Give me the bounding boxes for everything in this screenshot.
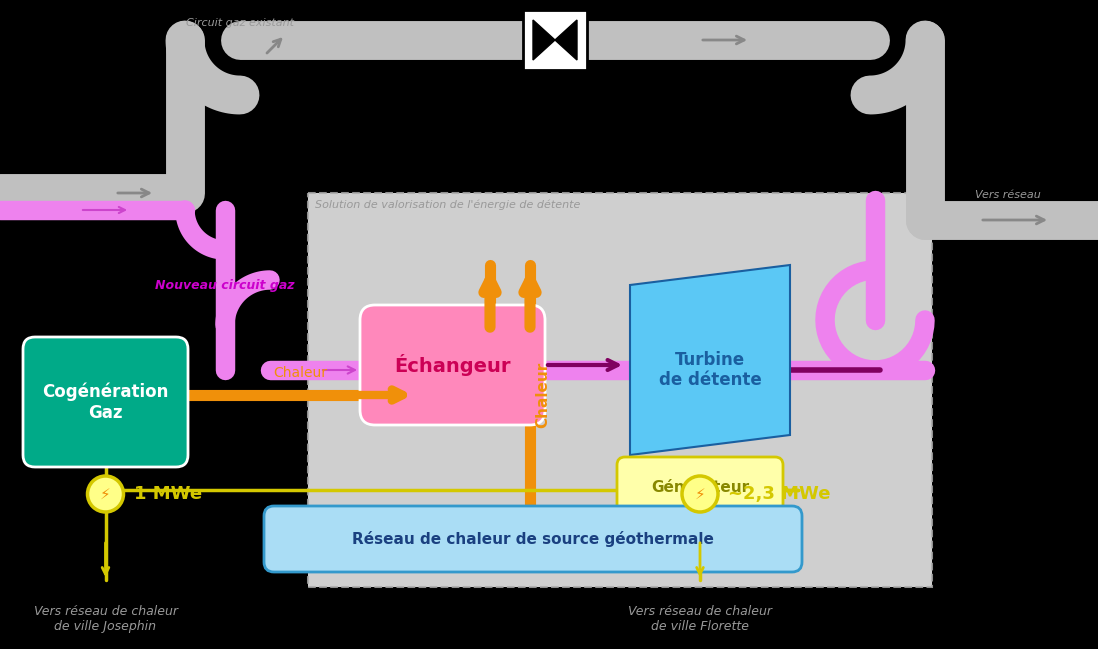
FancyBboxPatch shape (23, 337, 188, 467)
FancyBboxPatch shape (617, 457, 783, 518)
Text: Circuit gaz existant: Circuit gaz existant (186, 18, 294, 28)
Text: Vers réseau de chaleur
de ville Josephin: Vers réseau de chaleur de ville Josephin (34, 605, 178, 633)
Circle shape (88, 476, 123, 512)
FancyBboxPatch shape (264, 506, 802, 572)
Polygon shape (533, 20, 578, 60)
Text: Vanne de
détente: Vanne de détente (525, 80, 598, 110)
Text: ~2,3 MWe: ~2,3 MWe (728, 485, 830, 503)
FancyBboxPatch shape (309, 193, 932, 587)
Polygon shape (630, 265, 789, 455)
Text: Chaleur: Chaleur (535, 362, 550, 428)
Circle shape (682, 476, 718, 512)
FancyBboxPatch shape (523, 10, 587, 70)
Text: Réseau de chaleur de source géothermale: Réseau de chaleur de source géothermale (352, 531, 714, 547)
Text: Solution de valorisation de l'énergie de détente: Solution de valorisation de l'énergie de… (315, 200, 581, 210)
Text: ⚡: ⚡ (100, 487, 111, 502)
Text: Échangeur: Échangeur (394, 354, 511, 376)
Text: 1 MWe: 1 MWe (134, 485, 202, 503)
FancyBboxPatch shape (360, 305, 545, 425)
Text: ⚡: ⚡ (695, 487, 705, 502)
Text: Vers réseau de chaleur
de ville Florette: Vers réseau de chaleur de ville Florette (628, 605, 772, 633)
Text: Chaleur: Chaleur (273, 366, 327, 380)
Text: Vers réseau: Vers réseau (975, 190, 1041, 200)
Text: Générateur: Générateur (651, 480, 749, 495)
Text: Nouveau circuit gaz: Nouveau circuit gaz (155, 278, 294, 291)
Text: Turbine
de détente: Turbine de détente (659, 350, 761, 389)
Text: Cogénération
Gaz: Cogénération Gaz (43, 382, 169, 422)
